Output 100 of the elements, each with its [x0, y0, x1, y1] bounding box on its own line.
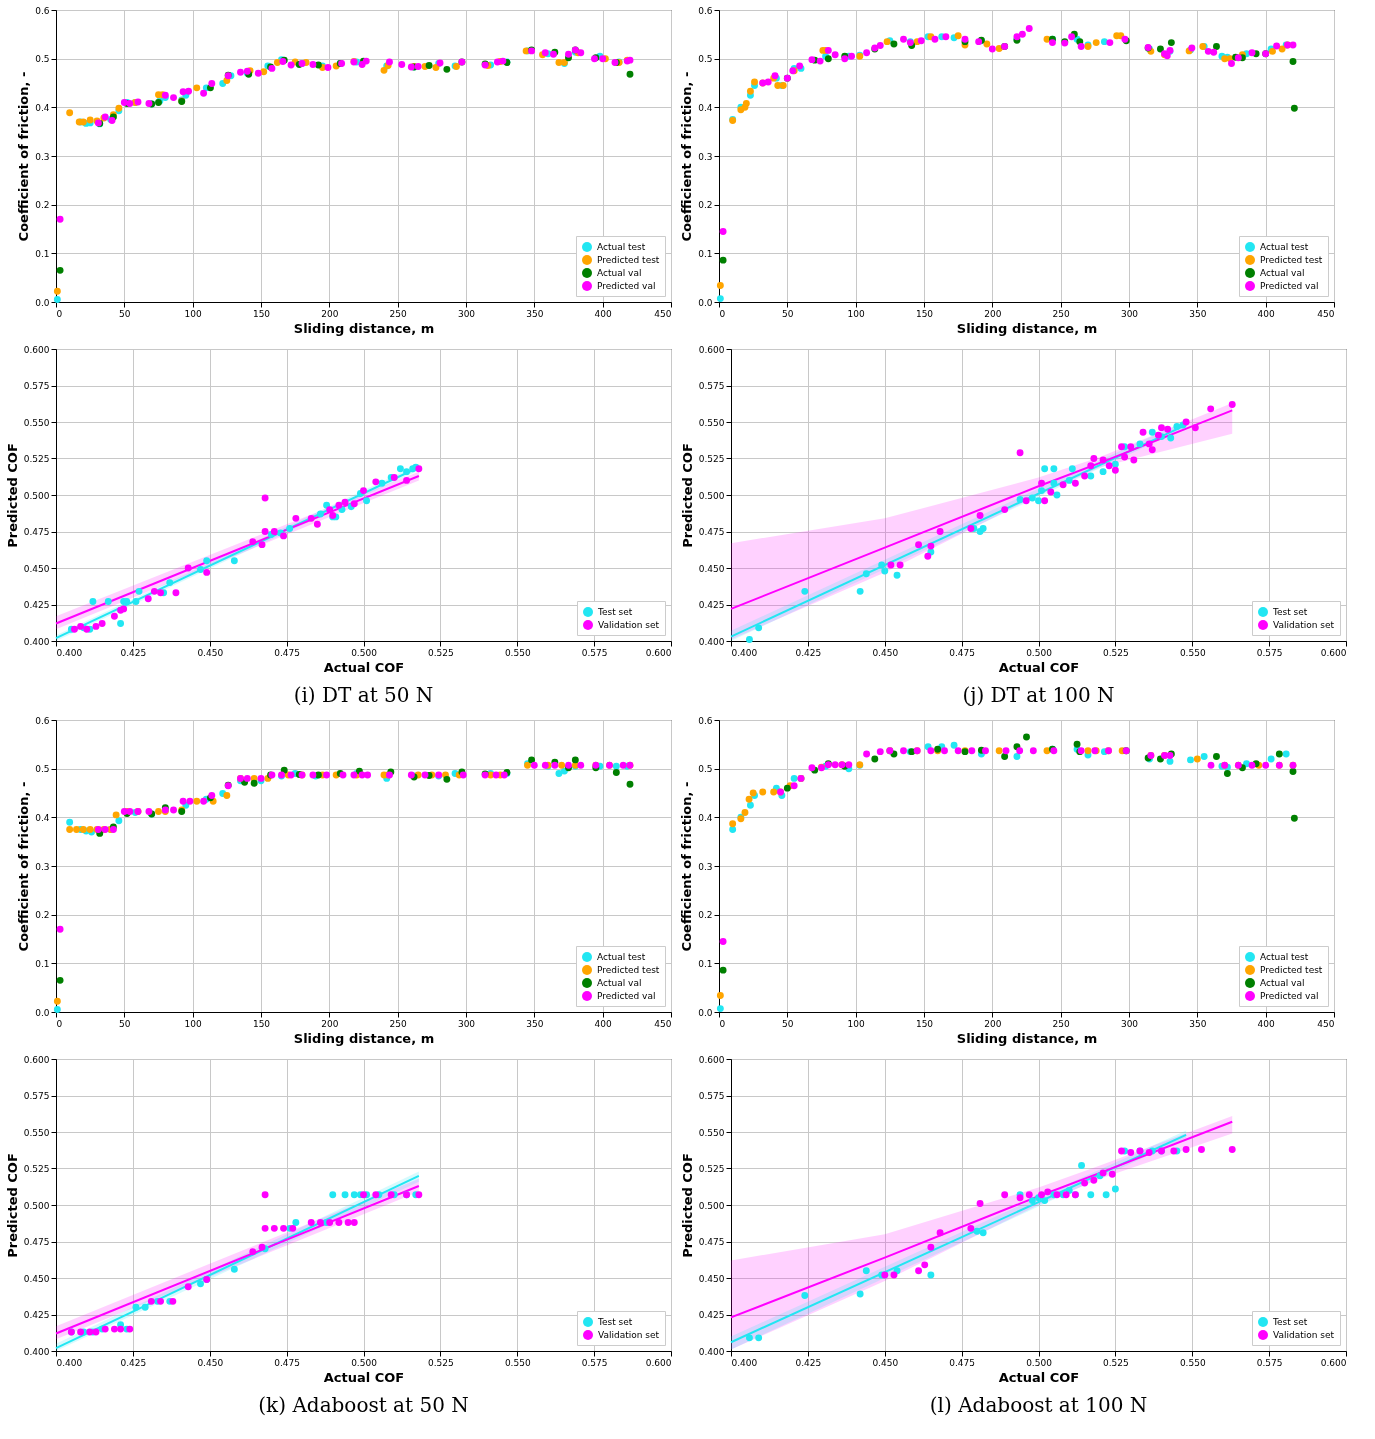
x-tick-label: 0: [56, 1018, 63, 1029]
y-tick-label: 0.450: [698, 563, 725, 574]
legend-label: Predicted val: [597, 991, 656, 1001]
y-tick-label: 0.575: [23, 381, 50, 391]
y-tick-label: 0.2: [35, 200, 50, 211]
x-tick-label: 0.475: [274, 1357, 301, 1368]
legend-label: Predicted test: [597, 255, 660, 265]
y-tick-label: 0.600: [698, 1054, 725, 1065]
x-tick-label: 150: [915, 1018, 934, 1029]
y-tick-label: 0.0: [698, 1007, 713, 1018]
y-tick-label: 0.575: [698, 1091, 725, 1101]
x-tick-label: 0.600: [1320, 1357, 1347, 1368]
x-tick-label: 150: [252, 1018, 271, 1029]
y-tick-label: 0.400: [698, 1346, 725, 1357]
y-tick-label: 0.425: [698, 600, 725, 610]
y-tick-label: 0.600: [23, 344, 50, 355]
legend-label: Predicted val: [597, 281, 656, 291]
x-tick-label: 0.450: [872, 647, 899, 658]
y-tick-label: 0.6: [35, 715, 50, 726]
y-tick-label: 0.500: [23, 1200, 50, 1211]
y-tick-label: 0.475: [698, 1237, 725, 1247]
y-tick-label: 0.0: [35, 1007, 50, 1018]
legend-label: Validation set: [598, 620, 660, 630]
x-tick-label: 50: [119, 1018, 131, 1029]
x-tick-label: 0.600: [645, 647, 672, 658]
x-axis-title: Sliding distance, m: [956, 1030, 1098, 1046]
y-tick-label: 0.425: [23, 600, 50, 610]
x-tick-label: 250: [389, 1018, 408, 1029]
y-tick-label: 0.6: [698, 5, 713, 16]
x-tick-label: 350: [526, 1018, 544, 1029]
y-tick-label: 0.400: [23, 636, 50, 647]
x-tick-label: 0.475: [949, 647, 976, 658]
x-tick-label: 0.500: [1026, 1357, 1053, 1368]
x-tick-label: 0.525: [427, 1357, 454, 1368]
x-axis-title: Sliding distance, m: [293, 320, 435, 336]
x-tick-label: 0.500: [1026, 647, 1053, 658]
x-tick-label: 250: [1052, 1018, 1071, 1029]
y-tick-label: 0.500: [698, 490, 725, 501]
y-tick-label: 0.450: [698, 1273, 725, 1284]
y-tick-label: 0.600: [698, 344, 725, 355]
x-tick-label: 100: [847, 1018, 866, 1029]
y-tick-label: 0.3: [35, 861, 50, 872]
x-tick-label: 0.400: [56, 647, 83, 658]
y-tick-label: 0.400: [23, 1346, 50, 1357]
x-tick-label: 0.500: [351, 647, 378, 658]
x-tick-label: 0.600: [1320, 647, 1347, 658]
y-tick-label: 0.3: [698, 151, 713, 162]
legend-label: Actual test: [597, 242, 646, 252]
x-tick-label: 0.475: [274, 647, 301, 658]
y-tick-label: 0.500: [23, 490, 50, 501]
x-tick-label: 0.450: [197, 1357, 224, 1368]
x-tick-label: 0.550: [1179, 1357, 1206, 1368]
y-tick-label: 0.550: [698, 1127, 725, 1138]
x-tick-label: 0: [719, 1018, 726, 1029]
x-tick-label: 0.575: [1256, 1357, 1283, 1368]
y-tick-label: 0.550: [23, 1127, 50, 1138]
y-tick-label: 0.4: [698, 102, 713, 113]
x-axis-title: Actual COF: [323, 1369, 405, 1385]
legend-label: Predicted val: [1260, 281, 1319, 291]
legend-label: Predicted test: [1260, 255, 1323, 265]
text: (j) DT at 100 N: [962, 683, 1115, 707]
legend-label: Predicted test: [597, 965, 660, 975]
x-tick-label: 0.400: [731, 647, 758, 658]
y-tick-label: 0.525: [698, 1164, 725, 1174]
legend-label: Actual val: [1260, 978, 1305, 988]
y-tick-label: 0.1: [35, 248, 50, 259]
x-tick-label: 350: [1189, 1018, 1207, 1029]
x-tick-label: 0.575: [1256, 647, 1283, 658]
x-tick-label: 150: [252, 308, 271, 319]
x-tick-label: 0.425: [795, 1357, 822, 1368]
y-axis-title: Coefficient of friction, -: [679, 71, 695, 242]
x-tick-label: 0.550: [1179, 647, 1206, 658]
x-tick-label: 0.550: [504, 647, 531, 658]
y-axis-title: Predicted COF: [4, 443, 20, 548]
x-tick-label: 150: [915, 308, 934, 319]
x-tick-label: 250: [389, 308, 408, 319]
y-tick-label: 0.450: [23, 1273, 50, 1284]
x-tick-label: 400: [594, 1018, 613, 1029]
legend-label: Actual val: [597, 268, 642, 278]
x-tick-label: 0.600: [645, 1357, 672, 1368]
x-tick-label: 450: [1317, 1018, 1335, 1029]
y-tick-label: 0.2: [698, 200, 713, 211]
y-tick-label: 0.2: [698, 910, 713, 921]
legend-label: Validation set: [1273, 1330, 1335, 1340]
x-tick-label: 200: [984, 308, 1002, 319]
x-tick-label: 100: [184, 1018, 203, 1029]
x-tick-label: 200: [984, 1018, 1002, 1029]
x-tick-label: 50: [782, 1018, 794, 1029]
y-tick-label: 0.6: [35, 5, 50, 16]
y-tick-label: 0.525: [698, 454, 725, 464]
y-tick-label: 0.4: [35, 102, 50, 113]
x-tick-label: 50: [782, 308, 794, 319]
x-tick-label: 0.550: [504, 1357, 531, 1368]
x-tick-label: 300: [1120, 1018, 1139, 1029]
x-tick-label: 450: [654, 308, 672, 319]
x-tick-label: 0.425: [120, 1357, 147, 1368]
x-tick-label: 0.575: [581, 1357, 608, 1368]
legend-label: Actual test: [597, 952, 646, 962]
x-tick-label: 0.475: [949, 1357, 976, 1368]
y-axis-title: Coefficient of friction, -: [679, 781, 695, 952]
